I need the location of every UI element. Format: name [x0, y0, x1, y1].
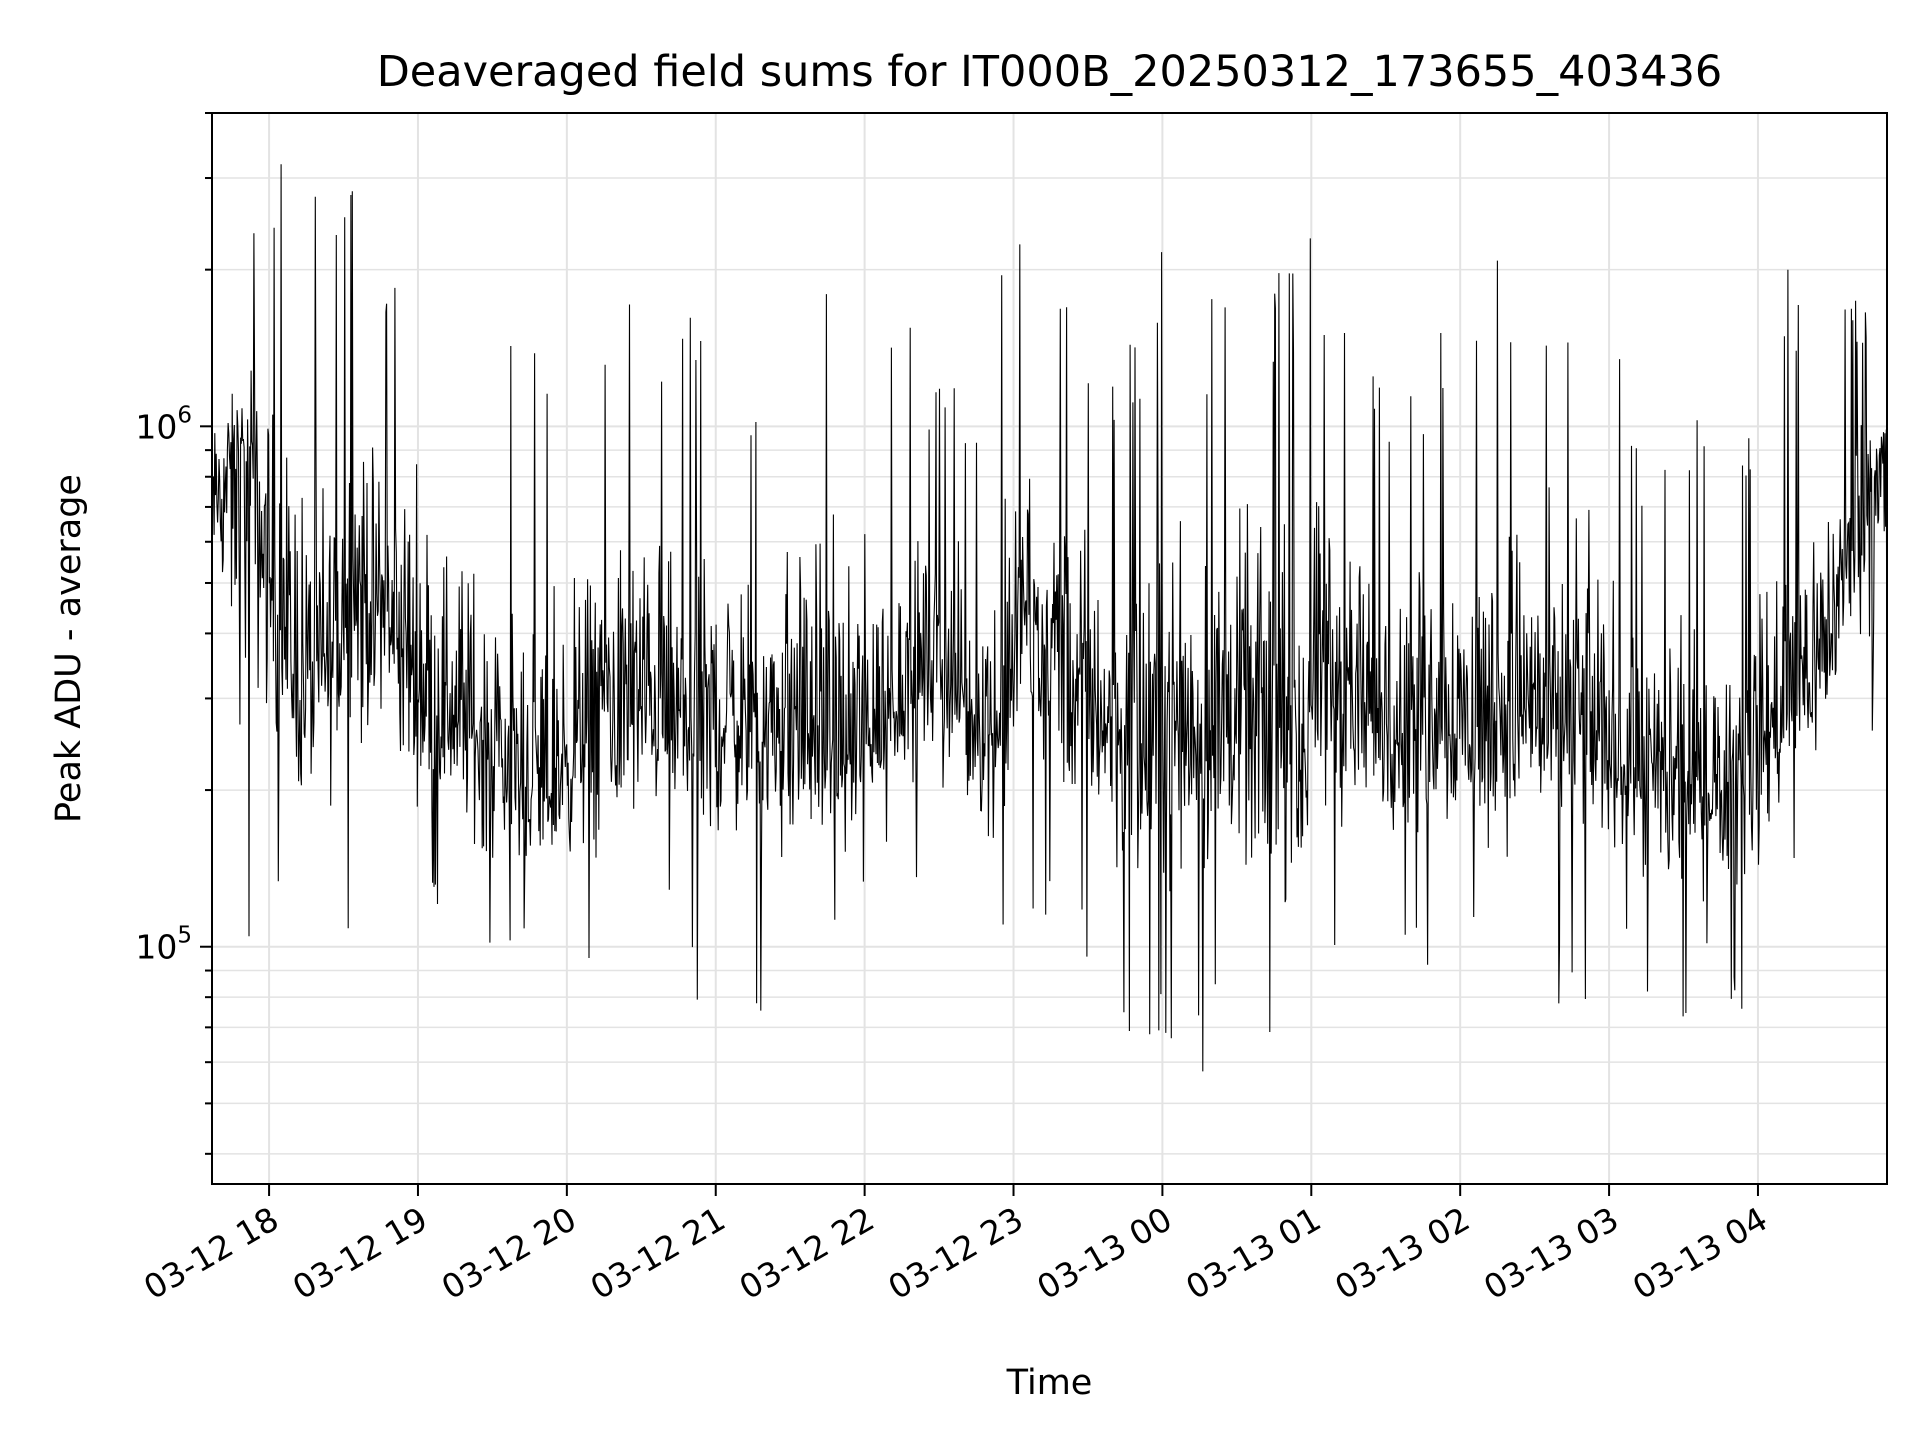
y-axis-label: Peak ADU - average: [49, 474, 89, 823]
data-series-line: [211, 164, 1888, 1072]
x-axis-label: Time: [1006, 1363, 1093, 1403]
grid: [212, 112, 1887, 1184]
y-tick-label: 106: [135, 402, 192, 446]
data-layer: [211, 164, 1888, 1072]
plot-frame: [211, 112, 1888, 1185]
y-tick-label: 105: [135, 923, 192, 967]
chart-title: Deaveraged field sums for IT000B_2025031…: [377, 47, 1723, 97]
